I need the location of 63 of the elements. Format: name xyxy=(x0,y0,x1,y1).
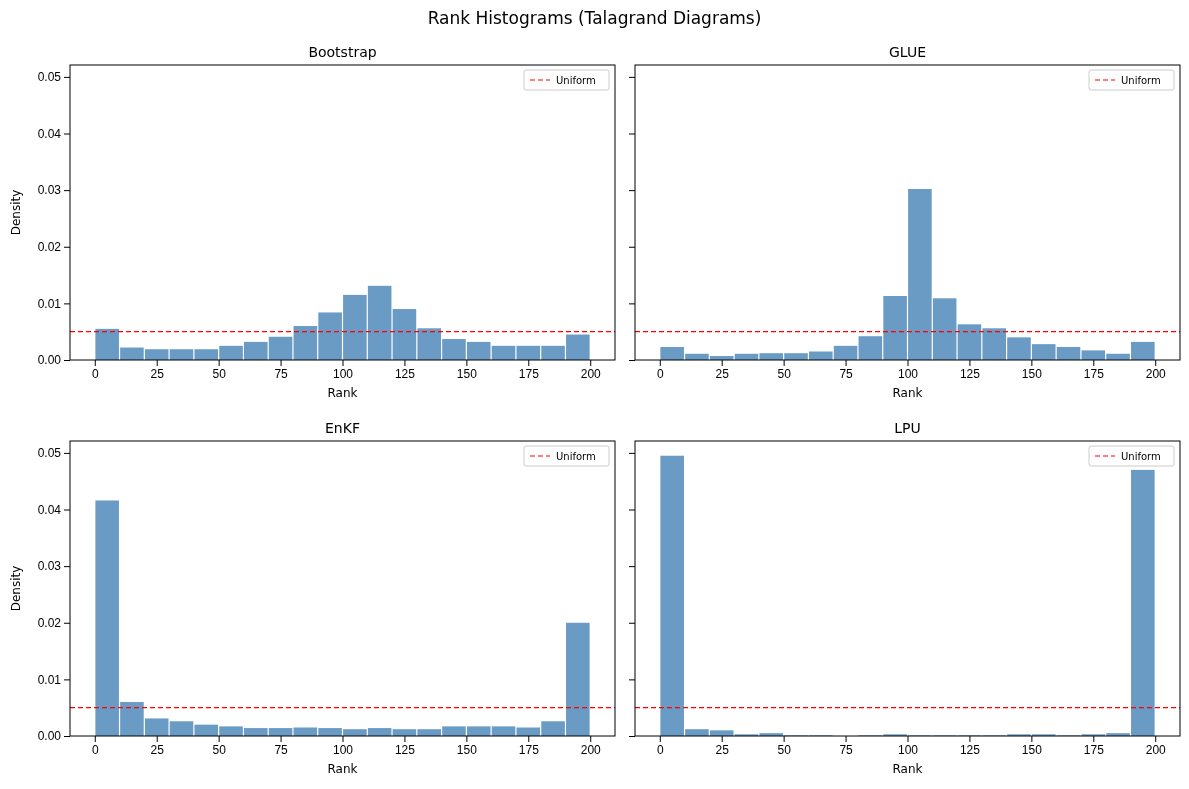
x-tick-label: 25 xyxy=(150,366,165,381)
y-tick-label: 0.03 xyxy=(37,183,62,198)
x-tick-label: 75 xyxy=(274,366,289,381)
x-tick-label: 50 xyxy=(212,366,227,381)
x-tick-label: 200 xyxy=(1145,742,1167,757)
x-tick-label: 125 xyxy=(394,366,416,381)
y-tick-label: 0.03 xyxy=(37,559,62,574)
x-tick-label: 75 xyxy=(839,742,854,757)
x-tick-label: 75 xyxy=(839,366,854,381)
y-tick-label: 0.04 xyxy=(37,502,62,517)
x-tick-label: 150 xyxy=(456,366,478,381)
legend-label: Uniform xyxy=(1121,450,1161,462)
x-tick-label: 125 xyxy=(959,366,981,381)
x-axis-title: Rank xyxy=(892,386,923,400)
x-tick-label: 25 xyxy=(715,742,730,757)
x-tick-label: 0 xyxy=(91,366,99,381)
y-tick-label: 0.02 xyxy=(37,616,62,631)
chart-title: LPU xyxy=(894,420,921,436)
x-tick-label: 100 xyxy=(897,742,919,757)
x-tick-label: 50 xyxy=(212,742,227,757)
legend-label: Uniform xyxy=(1121,74,1161,86)
chart-title: Bootstrap xyxy=(308,44,377,60)
y-tick-label: 0.05 xyxy=(37,70,62,85)
x-tick-label: 0 xyxy=(656,742,664,757)
y-axis-title: Density xyxy=(9,565,23,612)
x-tick-label: 50 xyxy=(777,742,792,757)
x-tick-label: 150 xyxy=(1021,742,1043,757)
x-tick-label: 100 xyxy=(332,366,354,381)
x-tick-label: 125 xyxy=(394,742,416,757)
y-tick-label: 0.05 xyxy=(37,446,62,461)
chart-title: EnKF xyxy=(325,420,360,436)
x-tick-label: 0 xyxy=(656,366,664,381)
x-tick-label: 50 xyxy=(777,366,792,381)
x-tick-label: 0 xyxy=(91,742,99,757)
x-axis-title: Rank xyxy=(892,762,923,776)
x-tick-label: 150 xyxy=(1021,366,1043,381)
x-axis-title: Rank xyxy=(327,386,358,400)
x-tick-label: 100 xyxy=(332,742,354,757)
chart-title: GLUE xyxy=(888,44,927,60)
x-tick-label: 75 xyxy=(274,742,289,757)
x-tick-label: 200 xyxy=(1145,366,1167,381)
x-tick-label: 200 xyxy=(580,742,602,757)
x-axis-title: Rank xyxy=(327,762,358,776)
x-tick-label: 100 xyxy=(897,366,919,381)
y-tick-label: 0.01 xyxy=(37,296,62,311)
y-tick-label: 0.00 xyxy=(37,353,62,368)
y-tick-label: 0.01 xyxy=(37,672,62,687)
legend-label: Uniform xyxy=(556,74,596,86)
y-tick-label: 0.04 xyxy=(37,126,62,141)
y-axis-title: Density xyxy=(9,189,23,236)
x-tick-label: 175 xyxy=(518,366,540,381)
text: Rank Histograms (Talagrand Diagrams) xyxy=(427,8,762,28)
x-tick-label: 25 xyxy=(715,366,730,381)
x-tick-label: 175 xyxy=(518,742,540,757)
y-tick-label: 0.00 xyxy=(37,729,62,744)
legend-label: Uniform xyxy=(556,450,596,462)
x-tick-label: 200 xyxy=(580,366,602,381)
x-tick-label: 175 xyxy=(1083,742,1105,757)
x-tick-label: 150 xyxy=(456,742,478,757)
x-tick-label: 175 xyxy=(1083,366,1105,381)
x-tick-label: 125 xyxy=(959,742,981,757)
y-tick-label: 0.02 xyxy=(37,240,62,255)
x-tick-label: 25 xyxy=(150,742,165,757)
